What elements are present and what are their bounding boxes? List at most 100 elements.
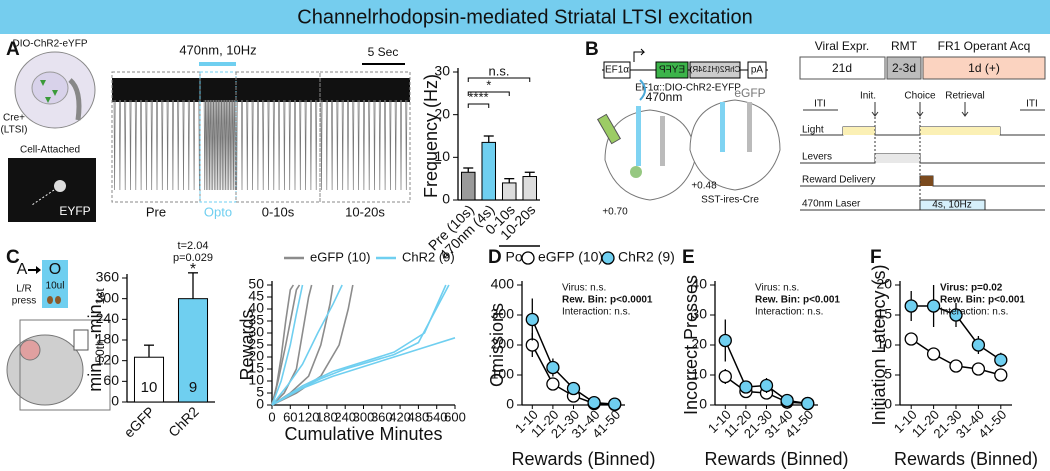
- x-tick-label: eGFP: [121, 403, 158, 440]
- bar: [460, 171, 476, 201]
- point: [971, 338, 986, 352]
- y-tick-label: 0: [506, 396, 514, 412]
- y-tick-label: 10: [434, 148, 450, 164]
- sig-bracket: [467, 103, 490, 108]
- legend-label: ChR2 (9): [618, 249, 675, 265]
- y-tick-label: 40: [248, 300, 264, 316]
- cumulative-trace: [271, 284, 301, 406]
- x-tick-label: 420: [389, 409, 411, 424]
- y-tick-label: 10: [876, 336, 892, 352]
- epoch-label: Opto: [204, 204, 232, 219]
- y-tick-label: 50: [248, 276, 264, 292]
- bar: [522, 176, 538, 201]
- y-axis-title-part: min: [85, 363, 105, 392]
- promoter: EF1α: [605, 65, 629, 76]
- point: [546, 360, 560, 375]
- stats-text: Interaction: n.s.: [562, 307, 630, 318]
- panel-label: C: [6, 247, 20, 268]
- y-tick-label: 45: [248, 288, 264, 304]
- sig-bracket: [467, 91, 510, 96]
- panel-label: F: [870, 247, 882, 268]
- panel-label: D: [488, 247, 502, 268]
- cumulative-trace: [271, 284, 343, 406]
- point: [926, 299, 941, 313]
- y-axis-title: Frequency (Hz): [421, 74, 441, 198]
- cumulative-trace: [271, 284, 447, 406]
- x-axis-title: Rewards (Binned): [511, 449, 655, 469]
- sig-label: ****: [468, 89, 488, 104]
- construct-label: DIO-ChR2-eYFP: [12, 39, 87, 50]
- point: [525, 312, 539, 327]
- action: L/R: [16, 284, 32, 295]
- y-tick-label: 25: [248, 336, 264, 352]
- x-axis-title: Cumulative Minutes: [284, 424, 442, 444]
- event: Choice: [904, 91, 936, 102]
- opsin: ChR2(H134R): [689, 65, 740, 74]
- x-tick-label: 180: [316, 409, 338, 424]
- y-tick-label: 360: [96, 269, 120, 285]
- action: press: [12, 296, 36, 307]
- legend-label: ChR2 (9): [402, 249, 455, 264]
- y-tick-label: 300: [491, 306, 515, 322]
- title-bar: [0, 0, 1050, 34]
- y-axis-title: Incorrect Presses: [681, 275, 701, 415]
- stats-text: Virus: p=0.02: [940, 283, 1003, 294]
- row-label: Levers: [802, 152, 832, 163]
- row-label: Light: [802, 125, 824, 136]
- trace: [112, 78, 410, 191]
- control-label: eGFP: [734, 86, 765, 100]
- y-tick-label: 0: [699, 396, 707, 412]
- event: ITI: [814, 99, 826, 110]
- bar: [501, 182, 517, 201]
- y-tick-label: 20: [434, 105, 450, 121]
- y-tick-label: 100: [491, 366, 515, 382]
- stim-label: 470nm, 10Hz: [179, 42, 256, 57]
- epoch-box: [235, 71, 321, 203]
- point: [718, 333, 732, 348]
- spikes: [113, 99, 408, 191]
- event: Init.: [860, 91, 876, 102]
- panel-label: B: [585, 39, 599, 60]
- point: [546, 377, 560, 391]
- y-tick-label: 20: [691, 336, 707, 352]
- y-tick-label: 5: [884, 366, 892, 382]
- laser-label: 4s, 10Hz: [932, 200, 971, 211]
- y-tick-label: 15: [248, 360, 264, 376]
- y-tick-label: 0: [442, 191, 450, 207]
- phase-duration: 21d: [832, 61, 852, 75]
- figure-title: Channelrhodopsin-mediated Striatal LTSI …: [297, 6, 752, 28]
- point: [525, 338, 539, 352]
- y-tick-label: 5: [256, 384, 264, 400]
- cell: [54, 180, 66, 192]
- y-tick-label: 240: [96, 310, 120, 326]
- stim-bar: [199, 62, 236, 66]
- point: [926, 347, 941, 361]
- bar-n-label: 10: [141, 379, 158, 396]
- y-tick-label: 60: [103, 372, 119, 388]
- bar: [481, 141, 497, 201]
- micrograph: [8, 158, 96, 222]
- bar: [177, 298, 209, 403]
- sig-bracket: [467, 77, 531, 82]
- y-tick-label: 200: [491, 336, 515, 352]
- y-tick-label: 400: [491, 276, 515, 292]
- ap-coordinate: +0.48: [691, 181, 717, 192]
- y-tick-label: 10: [691, 366, 707, 382]
- point: [994, 353, 1008, 367]
- x-tick-label: ChR2: [165, 403, 202, 440]
- recording-label: Cell-Attached: [20, 145, 80, 156]
- x-tick-label: 540: [426, 409, 448, 424]
- y-tick-label: 180: [96, 331, 120, 347]
- x-tick-label: 480: [408, 409, 430, 424]
- point: [994, 368, 1008, 382]
- poly-a: pA: [751, 65, 764, 76]
- cell-type: (LTSI): [0, 125, 27, 136]
- stats-text: Virus: n.s.: [562, 283, 606, 294]
- construct-map: [602, 48, 768, 79]
- stat-label: t=2.04: [178, 240, 209, 252]
- brain-sections: [596, 79, 781, 201]
- construct-name: EF1α::DIO-ChR2-EYFP: [635, 83, 741, 94]
- cumulative-trace: [271, 284, 313, 406]
- x-tick-label: 360: [371, 409, 393, 424]
